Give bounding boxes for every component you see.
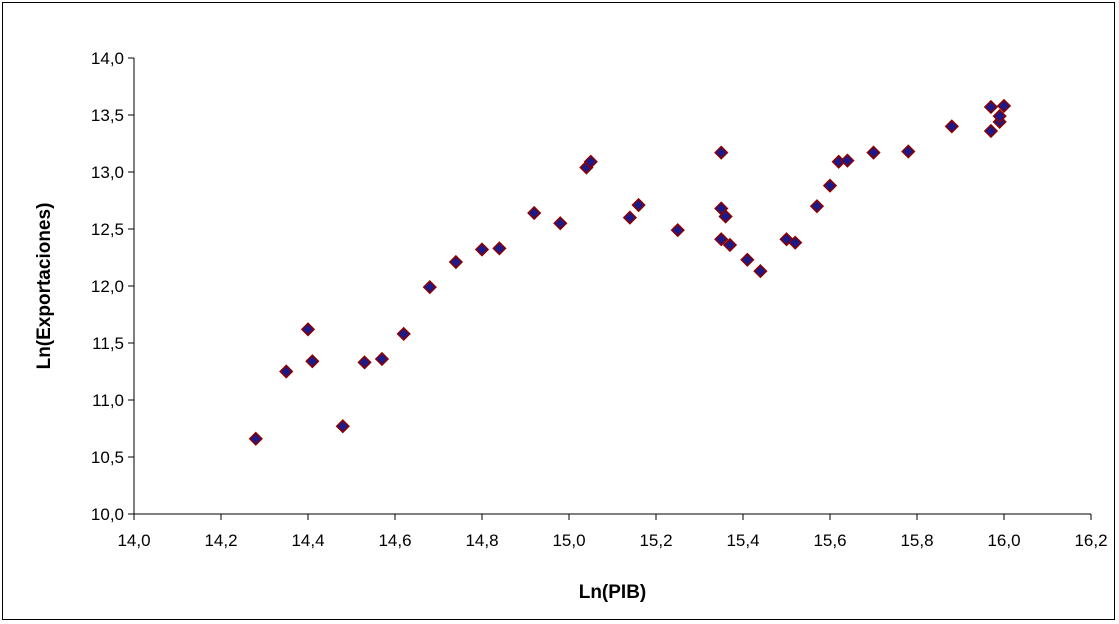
y-tick-label: 10,0 bbox=[91, 505, 124, 524]
x-tick-label: 14,8 bbox=[465, 531, 498, 550]
data-point bbox=[788, 235, 803, 250]
data-point bbox=[305, 354, 320, 369]
y-tick-label: 13,0 bbox=[91, 163, 124, 182]
x-ticks: 14,0 14,2 14,4 14,6 14,8 15,0 15,2 15,4 15,6 15,8… bbox=[117, 514, 1108, 550]
y-tick-label: 11,0 bbox=[92, 391, 124, 410]
data-point bbox=[374, 351, 390, 367]
x-tick-label: 15,4 bbox=[726, 531, 759, 550]
x-tick-label: 14,2 bbox=[204, 531, 237, 550]
data-point bbox=[714, 145, 729, 160]
data-point bbox=[983, 123, 999, 139]
data-point bbox=[722, 237, 738, 253]
data-points bbox=[248, 98, 1012, 446]
data-point bbox=[822, 178, 838, 193]
y-tick-label: 11,5 bbox=[92, 334, 124, 353]
y-ticks: 14,0 13,5 13,0 12,5 12,0 11,5 11,0 10,5 10,0 bbox=[91, 49, 134, 524]
data-point bbox=[583, 154, 598, 169]
data-point bbox=[840, 153, 855, 168]
x-tick-label: 14,4 bbox=[291, 531, 324, 550]
y-tick-label: 12,0 bbox=[91, 277, 124, 296]
data-point bbox=[448, 254, 464, 270]
x-tick-label: 15,2 bbox=[639, 531, 672, 550]
x-tick-label: 15,8 bbox=[900, 531, 933, 550]
x-tick-label: 14,6 bbox=[378, 531, 411, 550]
y-tick-label: 14,0 bbox=[91, 49, 124, 68]
x-tick-label: 15,0 bbox=[552, 531, 585, 550]
data-point bbox=[714, 232, 729, 247]
data-point bbox=[422, 280, 437, 295]
data-point bbox=[866, 145, 881, 160]
data-point bbox=[992, 109, 1007, 124]
data-point bbox=[996, 98, 1012, 114]
data-point bbox=[944, 119, 959, 134]
y-tick-label: 12,5 bbox=[91, 220, 124, 239]
data-point bbox=[809, 199, 825, 214]
data-point bbox=[622, 210, 638, 225]
data-point bbox=[300, 322, 316, 337]
data-point bbox=[670, 223, 685, 238]
data-point bbox=[474, 242, 490, 257]
data-point bbox=[753, 264, 768, 279]
y-tick-label: 13,5 bbox=[91, 106, 124, 125]
x-tick-label: 16,0 bbox=[987, 531, 1020, 550]
data-point bbox=[335, 419, 350, 434]
data-point bbox=[718, 209, 733, 224]
scatter-chart: 14,0 14,2 14,4 14,6 14,8 15,0 15,2 15,4 15,6 15,8… bbox=[34, 49, 1108, 603]
y-axis-title: Ln(Exportaciones) bbox=[34, 203, 55, 370]
data-point bbox=[631, 197, 646, 213]
data-point bbox=[248, 431, 263, 446]
data-point bbox=[553, 216, 568, 231]
data-point bbox=[279, 364, 294, 379]
y-tick-label: 10,5 bbox=[91, 448, 124, 467]
x-tick-label: 16,2 bbox=[1074, 531, 1107, 550]
x-tick-label: 15,6 bbox=[813, 531, 846, 550]
data-point bbox=[527, 205, 542, 221]
data-point bbox=[740, 252, 755, 267]
x-tick-label: 14,0 bbox=[117, 531, 150, 550]
x-axis-title: Ln(PIB) bbox=[579, 582, 647, 603]
data-point bbox=[492, 241, 507, 256]
data-point bbox=[396, 326, 411, 342]
data-point bbox=[983, 99, 999, 115]
data-point bbox=[901, 144, 916, 159]
data-point bbox=[357, 355, 372, 370]
